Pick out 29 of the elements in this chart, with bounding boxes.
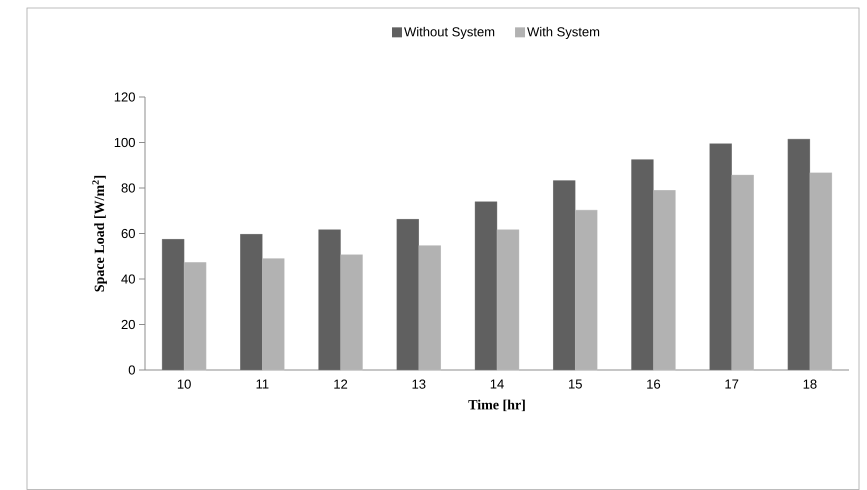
x-tick-label: 10	[178, 380, 191, 389]
bar	[653, 190, 676, 370]
legend-label: With System	[527, 26, 600, 39]
x-tick-label: 11	[256, 380, 268, 388]
x-tick-label: 14	[490, 380, 504, 388]
x-tick-label: 16	[647, 380, 660, 389]
legend-label: Without System	[404, 26, 494, 39]
y-tick-label: 100	[114, 138, 135, 148]
bar	[262, 258, 285, 370]
x-tick-label: 12	[334, 380, 348, 389]
x-axis-title: Time [hr]	[468, 400, 525, 412]
x-tick-label: 17	[725, 380, 738, 388]
y-tick-label: 20	[122, 320, 135, 330]
bar	[575, 210, 598, 370]
bar	[496, 229, 520, 370]
y-axis-title: Space Load [W/m$^{2}$]	[92, 176, 107, 292]
x-tick-label: 13	[412, 380, 426, 389]
x-tick-label: 15	[568, 380, 582, 389]
y-tick-label: 80	[122, 183, 135, 193]
bar	[810, 172, 832, 370]
bar	[340, 254, 363, 370]
y-tick-label: 0	[128, 365, 135, 375]
y-tick-label: 40	[121, 274, 135, 284]
y-tick-label: 120	[114, 92, 135, 102]
bar	[731, 174, 754, 370]
x-tick-label: 18	[804, 380, 817, 389]
bar	[184, 262, 206, 370]
y-tick-label: 60	[122, 228, 135, 238]
bar	[418, 245, 441, 370]
